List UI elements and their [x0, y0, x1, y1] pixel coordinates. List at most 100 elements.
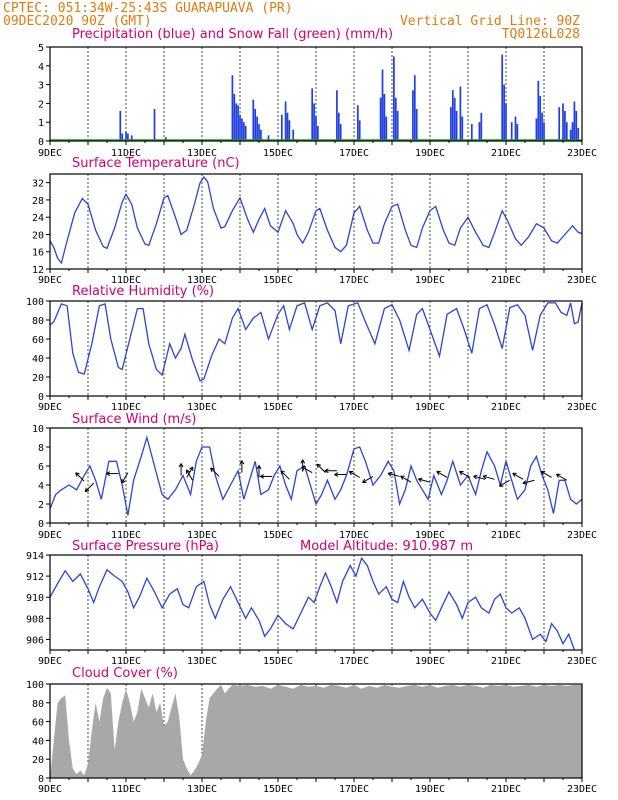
precip-bar: [480, 112, 483, 141]
precip-bar: [356, 105, 359, 141]
precip-bar: [241, 118, 243, 141]
precip-bar: [235, 103, 238, 141]
precip-bar: [501, 54, 504, 141]
y-tick-label: 0: [38, 137, 44, 148]
x-tick-label: 9DEC: [38, 784, 62, 795]
wind-arrow-head: [258, 465, 262, 470]
wind-arrow-head: [316, 463, 321, 466]
x-tick-label: 13DEC: [187, 275, 217, 286]
y-tick-label: 908: [26, 614, 44, 625]
wind-arrow-head: [301, 466, 305, 471]
humidity-title: Relative Humidity (%): [72, 284, 214, 299]
x-tick-label: 19DEC: [415, 656, 445, 667]
precip-bar: [121, 133, 124, 141]
x-tick-label: 15DEC: [263, 784, 293, 795]
cloud-cover-area: [50, 684, 582, 778]
y-tick-label: 80: [32, 699, 44, 710]
y-tick-label: 20: [32, 373, 44, 384]
wind-arrow-head: [260, 474, 265, 477]
y-tick-label: 20: [32, 230, 44, 241]
wind-arrow-head: [210, 467, 213, 472]
x-tick-label: 15DEC: [263, 402, 293, 413]
x-tick-label: 19DEC: [415, 148, 445, 159]
x-tick-label: 21DEC: [491, 530, 521, 541]
temperature-title: Surface Temperature (nC): [72, 156, 240, 171]
precip-bar: [127, 133, 129, 141]
wind-arrow: [280, 470, 290, 480]
wind-arrow-head: [387, 472, 392, 477]
x-tick-label: 13DEC: [187, 148, 217, 159]
y-tick-label: 40: [32, 736, 44, 747]
y-tick-label: 914: [26, 551, 44, 562]
x-tick-label: 17DEC: [339, 402, 369, 413]
wind-arrow: [349, 470, 360, 478]
x-tick-label: 19DEC: [415, 402, 445, 413]
wind-arrow-head: [84, 487, 87, 492]
wind-arrow: [436, 470, 448, 478]
wind-arrow-head: [512, 473, 516, 477]
wind-arrow-head: [459, 471, 463, 476]
x-tick-label: 11DEC: [111, 530, 141, 541]
y-tick-label: 24: [32, 213, 44, 224]
wind-arrow-head: [121, 480, 126, 484]
y-tick-label: 60: [32, 718, 44, 729]
precip-bar: [237, 105, 239, 141]
precip-bar: [539, 95, 542, 141]
y-tick-label: 1: [38, 118, 44, 129]
wind-arrow: [84, 482, 95, 492]
panel-frame: [49, 300, 583, 397]
y-tick-label: 100: [26, 680, 44, 691]
precip-bar: [256, 116, 258, 141]
precip-bar: [125, 131, 127, 141]
wind-title: Surface Wind (m/s): [72, 412, 196, 427]
wind-arrow-head: [482, 475, 487, 480]
precip-bar: [461, 116, 464, 141]
x-tick-label: 13DEC: [187, 530, 217, 541]
wind-arrow-head: [241, 460, 245, 465]
wind-arrow: [186, 469, 193, 481]
x-tick-label: 21DEC: [491, 402, 521, 413]
precip-bar: [254, 109, 257, 141]
panel-frame: [49, 46, 583, 142]
y-tick-label: 910: [26, 593, 44, 604]
wind-arrow-head: [436, 471, 440, 476]
wind-arrow-head: [482, 474, 488, 477]
x-tick-label: 11DEC: [111, 275, 141, 286]
wind-arrow-head: [324, 470, 329, 474]
panel-frame: [49, 173, 583, 270]
precip-bar: [394, 97, 397, 141]
x-tick-label: 13DEC: [187, 402, 217, 413]
model-altitude: Model Altitude: 910.987 m: [300, 539, 473, 554]
y-tick-label: 40: [32, 354, 44, 365]
x-tick-label: 11DEC: [111, 656, 141, 667]
x-tick-label: 17DEC: [339, 530, 369, 541]
wind-arrow-head: [348, 471, 352, 476]
wind-arrow-head: [498, 482, 502, 487]
precip-bar: [313, 103, 315, 141]
precip-bar: [119, 110, 122, 141]
precip-bar: [315, 116, 317, 141]
y-tick-label: 2: [38, 99, 44, 110]
precip-bar: [412, 90, 414, 141]
precip-bar: [233, 94, 236, 141]
y-tick-label: 0: [38, 774, 44, 785]
x-tick-label: 19DEC: [415, 275, 445, 286]
precip-bar: [258, 124, 260, 141]
x-tick-label: 23DEC: [567, 402, 597, 413]
wind-arrow-head: [418, 478, 422, 483]
precip-bar: [415, 109, 418, 141]
pressure-line: [49, 556, 576, 651]
precip-bar: [231, 75, 234, 141]
wind-arrow-head: [522, 482, 527, 485]
precip-bar: [562, 103, 564, 141]
wind-arrow: [499, 479, 511, 487]
wind-arrow: [75, 472, 85, 482]
wind-arrow-head: [75, 472, 80, 475]
x-tick-label: 17DEC: [339, 656, 369, 667]
precip-bar: [358, 120, 361, 141]
header-model-code: TQ0126L028: [502, 27, 580, 42]
header-grid-line: Vertical Grid Line: 90Z: [400, 14, 580, 29]
wind-arrow: [512, 472, 524, 480]
precip-bar: [573, 101, 576, 141]
